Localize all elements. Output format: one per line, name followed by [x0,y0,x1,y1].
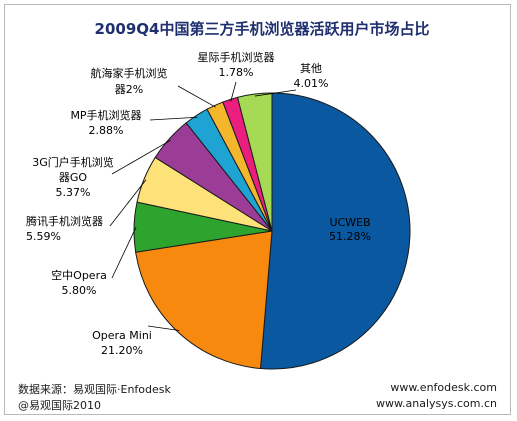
label-3g-value: 5.37% [56,186,91,199]
label-xingji-value: 1.78% [219,66,254,79]
leader-line-4 [111,139,171,175]
site-link-enfodesk[interactable]: www.enfodesk.com [390,381,497,394]
copyright-note: @易观国际2010 [18,399,101,412]
leader-lines [109,81,297,331]
label-hanghaijia-name-line1: 航海家手机浏览 [91,66,168,80]
label-mp-value: 2.88% [89,124,124,137]
label-kongzhong-name: 空中Opera [51,268,107,282]
leader-line-5 [149,116,198,121]
leader-line-8 [254,89,297,97]
leader-line-1 [147,325,180,331]
label-other-name: 其他 [300,62,322,75]
site-link-analysys[interactable]: www.analysys.com.cn [376,397,497,410]
label-3g-name-line1: 3G门户手机浏览 [32,155,114,169]
label-3g-name-line2: 器GO [59,171,88,184]
label-xingji-name: 星际手机浏览器 [198,50,275,64]
label-ucweb-name: UCWEB [329,216,370,229]
pie-slice-1 [135,230,273,370]
leader-line-7 [230,81,237,102]
label-hanghaijia-name-line2: 器2% [115,83,143,96]
leader-line-6 [177,85,216,108]
leader-line-2 [111,226,137,279]
label-mp-name: MP手机浏览器 [70,108,141,122]
label-kongzhong-value: 5.80% [62,284,97,297]
label-operamini-name: Opera Mini [92,329,152,342]
pie-slices [133,92,411,370]
slice-labels: UCWEB 51.28% Opera Mini 21.20% 空中Opera 5… [26,50,371,357]
label-other-value: 4.01% [294,77,329,90]
chart-title: 2009Q4中国第三方手机浏览器活跃用户市场占比 [95,20,430,38]
label-tencent-name: 腾讯手机浏览器 [26,214,103,228]
label-ucweb-value: 51.28% [329,230,371,243]
pie-slice-0 [259,92,411,370]
pie-slice-8 [236,92,273,232]
label-operamini-value: 21.20% [101,344,143,357]
leader-line-3 [109,179,147,227]
label-tencent-value: 5.59% [26,230,61,243]
source-note: 数据来源：易观国际·Enfodesk [18,383,171,396]
